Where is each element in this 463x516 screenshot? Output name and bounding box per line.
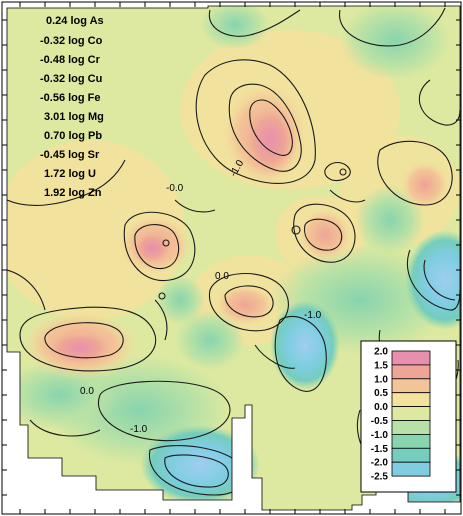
formula-line: 0.24 log As <box>46 15 104 27</box>
legend-swatch <box>391 433 431 449</box>
legend-swatch <box>391 392 431 408</box>
contour-label: 0.0 <box>215 271 229 282</box>
contour-label: -0.0 <box>166 183 184 194</box>
formula-line: 1.92 log Zn <box>44 187 102 199</box>
legend-swatch <box>391 447 431 463</box>
color-legend: 2.0 1.5 1.0 0.5 0.0 -0.5 -1.0 -1.5 -2.0 -2.5 <box>360 340 457 493</box>
formula-line: -0.48 log Cr <box>40 54 101 66</box>
contour-label: 0.0 <box>80 386 94 397</box>
legend-label: -1.5 <box>371 444 389 455</box>
legend-label: -2.5 <box>371 472 389 483</box>
region-boundary <box>6 5 461 511</box>
legend-label: 1.0 <box>374 374 388 385</box>
contour-label: -1.0 <box>304 310 322 321</box>
formula-line: -0.56 log Fe <box>40 92 101 104</box>
legend-label: -1.0 <box>371 430 389 441</box>
legend-label: -0.5 <box>371 416 389 427</box>
legend-swatch <box>391 350 431 366</box>
formula-line: 1.72 log U <box>44 168 96 180</box>
formula-block: 0.24 log As -0.32 log Co -0.48 log Cr -0… <box>40 15 104 199</box>
legend-swatch <box>391 406 431 421</box>
formula-line: 3.01 log Mg <box>44 111 104 123</box>
legend-label: -2.0 <box>371 458 389 469</box>
legend-swatch <box>391 378 431 394</box>
legend-swatch <box>391 420 431 435</box>
formula-line: -0.32 log Co <box>40 35 103 47</box>
formula-line: 0.70 log Pb <box>44 130 102 142</box>
contour-lines <box>7 7 460 496</box>
legend-swatch <box>391 364 431 380</box>
formula-line: -0.45 log Sr <box>40 149 100 161</box>
legend-label: 0.0 <box>374 402 388 413</box>
legend-label: 2.0 <box>374 347 388 358</box>
formula-line: -0.32 log Cu <box>40 73 102 85</box>
legend-label: 1.5 <box>374 360 388 371</box>
legend-label: 0.5 <box>374 388 388 399</box>
contour-label: -1.0 <box>130 424 148 435</box>
legend-swatch <box>391 461 431 477</box>
